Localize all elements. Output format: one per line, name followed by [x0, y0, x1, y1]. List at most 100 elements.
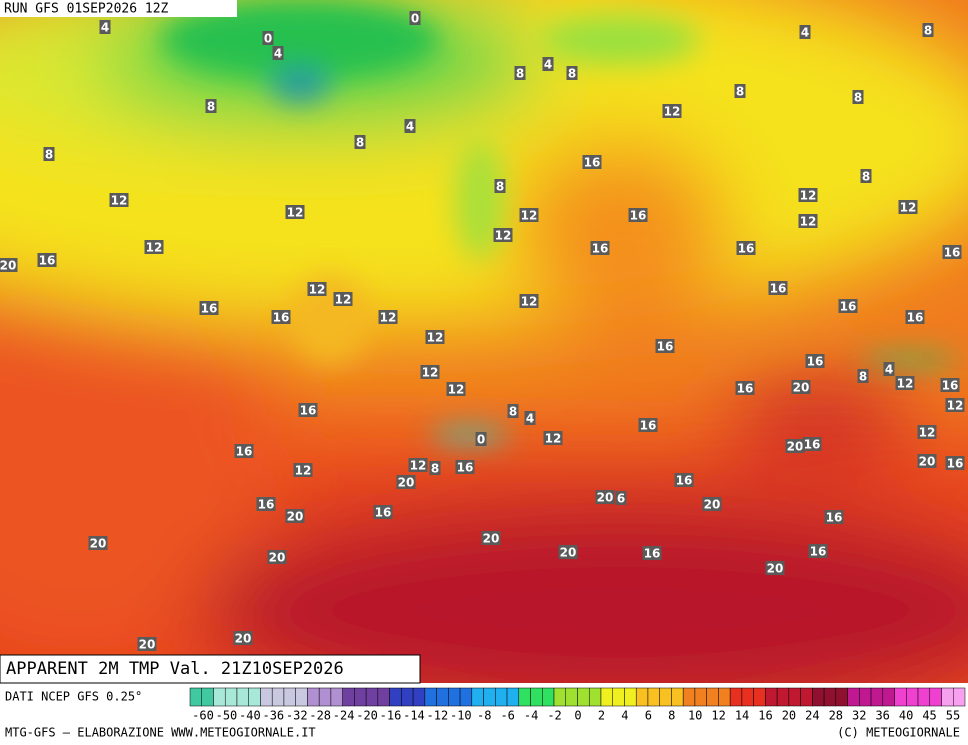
contour-label: 16 [807, 355, 824, 369]
color-swatch [330, 687, 343, 707]
color-swatch [917, 687, 931, 707]
color-swatch [765, 687, 778, 707]
contour-label-box [285, 205, 305, 219]
contour-label: 16 [907, 311, 924, 325]
data-source: DATI NCEP GFS 0.25° [5, 690, 142, 704]
color-swatch [682, 687, 696, 707]
contour-label: 4 [801, 26, 809, 40]
contour-label-box [662, 104, 682, 118]
color-swatch [424, 687, 437, 707]
contour-label: 16 [457, 461, 474, 475]
color-swatch [377, 687, 390, 707]
contour-label-box [285, 509, 305, 523]
contour-label-box [860, 169, 872, 183]
contour-label-box [558, 545, 578, 559]
scale-label: -14 [403, 709, 425, 723]
contour-label-box [590, 241, 610, 255]
contour-label-box [808, 544, 828, 558]
contour-label: 12 [111, 194, 128, 208]
color-swatch [518, 687, 531, 707]
color-swatch [812, 687, 825, 707]
contour-label-box [519, 208, 539, 222]
contour-label-box [768, 281, 788, 295]
contour-label-box [542, 57, 554, 71]
contour-label: 20 [398, 476, 415, 490]
contour-label-box [615, 491, 627, 505]
color-swatch [953, 687, 966, 707]
contour-label: 20 [269, 551, 286, 565]
contour-label: 16 [584, 156, 601, 170]
contour-label-box [373, 505, 393, 519]
color-swatch [588, 687, 602, 707]
color-swatch [647, 687, 660, 707]
contour-label-box [493, 228, 513, 242]
contour-label-box [494, 179, 506, 193]
scale-label: -8 [477, 709, 491, 723]
contour-label-box [88, 536, 108, 550]
contour-label: 16 [804, 438, 821, 452]
contour-label-box [857, 369, 869, 383]
contour-label: 8 [207, 100, 215, 114]
contour-label: 8 [568, 67, 576, 81]
contour-label: 12 [146, 241, 163, 255]
map-title: APPARENT 2M TMP Val. 21Z10SEP2026 [6, 659, 344, 679]
contour-label: 16 [770, 282, 787, 296]
scale-label: 8 [668, 709, 675, 723]
scale-label: 4 [621, 709, 628, 723]
contour-label-box [425, 330, 445, 344]
contour-label: 12 [897, 377, 914, 391]
contour-label-box [199, 301, 219, 315]
scale-label: -40 [239, 709, 261, 723]
color-swatch [635, 687, 649, 707]
contour-label-box [735, 381, 755, 395]
contour-label: 12 [309, 283, 326, 297]
contour-label-box [507, 404, 519, 418]
contour-label: 16 [947, 457, 964, 471]
contour-label: 16 [944, 246, 961, 260]
contour-label-box [37, 253, 57, 267]
contour-label: 16 [826, 511, 843, 525]
contour-label-box [898, 200, 918, 214]
contour-label: 20 [90, 537, 107, 551]
contour-label: 12 [521, 209, 538, 223]
color-swatch [729, 687, 743, 707]
contour-label-box [137, 637, 157, 651]
color-swatch [448, 687, 461, 707]
contour-label: 12 [422, 366, 439, 380]
color-swatch [776, 687, 790, 707]
contour-label: 20 [597, 491, 614, 505]
color-swatch [718, 687, 731, 707]
scale-label: -36 [262, 709, 284, 723]
contour-label-box [765, 561, 785, 575]
contour-label-box [791, 380, 811, 394]
color-swatch [835, 687, 848, 707]
contour-label: 8 [736, 85, 744, 99]
contour-label: 16 [840, 300, 857, 314]
contour-label: 20 [704, 498, 721, 512]
contour-label-box [785, 439, 805, 453]
scale-label: 0 [574, 709, 581, 723]
color-swatch [471, 687, 484, 707]
contour-label: 16 [300, 404, 317, 418]
contour-label: 12 [295, 464, 312, 478]
contour-label-box [798, 214, 818, 228]
contour-label: 0 [477, 433, 485, 447]
contour-label-box [736, 241, 756, 255]
contour-label: 12 [380, 311, 397, 325]
scale-label: 16 [758, 709, 772, 723]
contour-label-box [734, 84, 746, 98]
contour-label: 20 [483, 532, 500, 546]
contour-label: 12 [800, 215, 817, 229]
color-swatch [342, 687, 355, 707]
contour-label: 8 [45, 148, 53, 162]
color-swatch [236, 687, 249, 707]
contour-label-box [333, 292, 353, 306]
contour-label-box [940, 378, 960, 392]
contour-label-box [895, 376, 915, 390]
scale-label: -24 [333, 709, 355, 723]
contour-label: 20 [0, 259, 16, 273]
color-swatch [318, 687, 332, 707]
contour-label: 16 [273, 311, 290, 325]
